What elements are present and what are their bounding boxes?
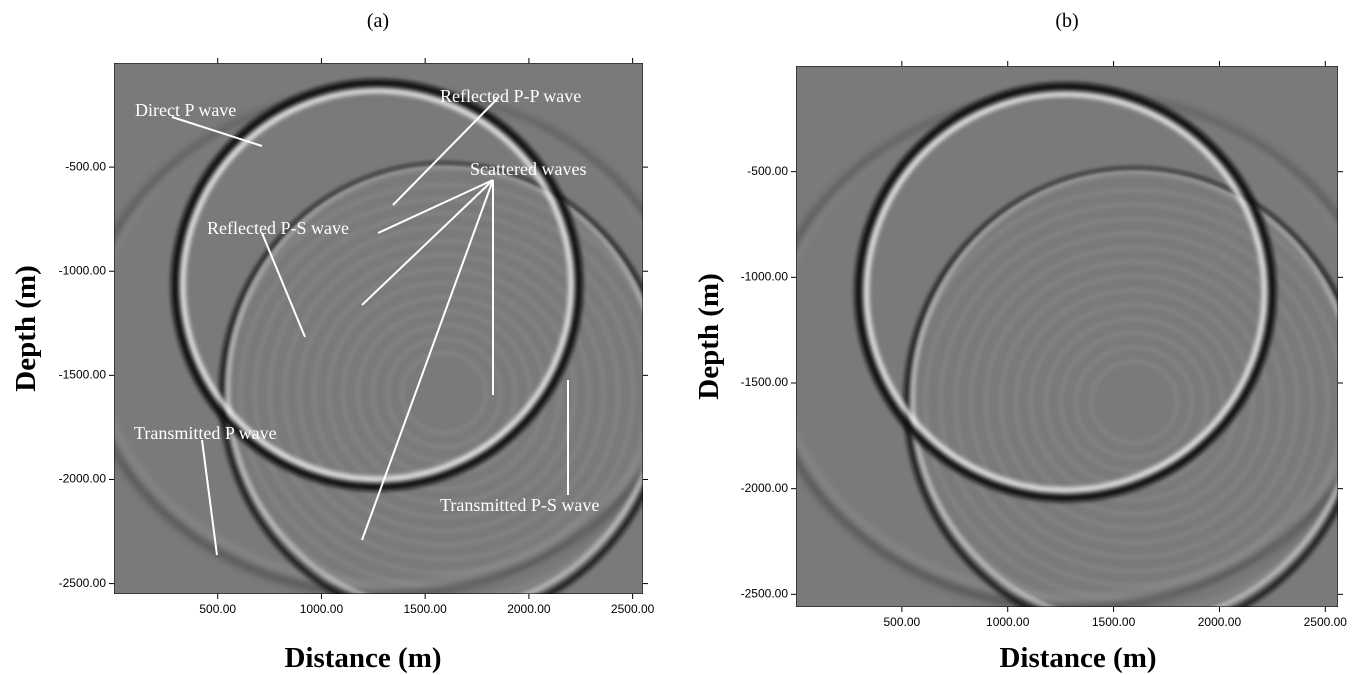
y-tick-label: -1500.00 [741,375,789,389]
y-tick-label: -1500.00 [59,368,107,382]
x-tick-label: 1000.00 [986,615,1030,629]
x-tick-label: 500.00 [884,615,921,629]
annotation: Direct P wave [135,100,236,120]
annotation: Reflected P-P wave [440,86,581,106]
x-tick-label: 1500.00 [403,602,447,616]
annotation: Transmitted P-S wave [440,495,599,515]
x-tick-label: 500.00 [199,602,236,616]
x-axis-label: Distance (m) [999,642,1156,674]
panel-title: (b) [1055,10,1078,32]
y-axis-label: Depth (m) [693,273,725,399]
y-tick-label: -500.00 [65,159,106,173]
y-tick-label: -1000.00 [59,263,107,277]
annotation: Reflected P-S wave [207,218,349,238]
x-tick-label: 2500.00 [1304,615,1348,629]
x-tick-label: 1000.00 [300,602,344,616]
x-tick-label: 1500.00 [1092,615,1136,629]
x-tick-label: 2500.00 [611,602,655,616]
y-tick-label: -2500.00 [741,586,789,600]
wavefield [767,66,1365,635]
y-tick-label: -2500.00 [59,576,107,590]
x-tick-label: 2000.00 [507,602,551,616]
annotation: Scattered waves [470,159,586,179]
x-tick-label: 2000.00 [1198,615,1242,629]
x-axis-label: Distance (m) [284,642,441,674]
annotation: Transmitted P wave [134,423,277,443]
y-tick-label: -2000.00 [59,472,107,486]
wavefield [86,63,686,621]
y-tick-label: -2000.00 [741,481,789,495]
y-tick-label: -1000.00 [741,270,789,284]
figure: 500.00 1000.00 1500.00 2000.00 2500.00 -500.0… [0,0,1365,675]
panel-title: (a) [367,10,389,32]
y-tick-label: -500.00 [747,164,788,178]
y-axis-label: Depth (m) [10,265,42,391]
